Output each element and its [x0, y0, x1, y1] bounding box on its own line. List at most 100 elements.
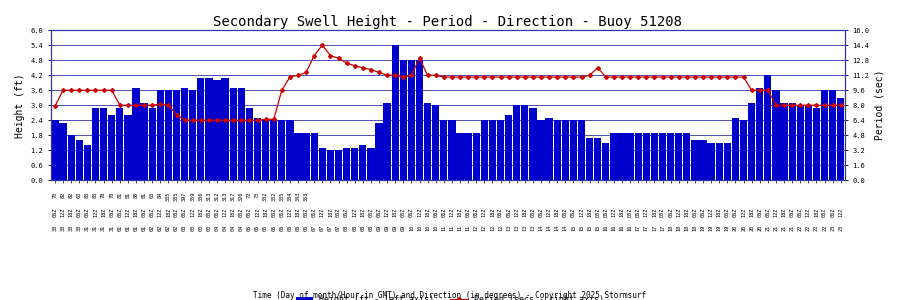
Text: 18Z: 18Z — [133, 208, 139, 218]
Text: 14: 14 — [538, 225, 544, 231]
Text: 00Z: 00Z — [336, 208, 341, 218]
Text: 18Z: 18Z — [166, 208, 171, 218]
Text: 332: 332 — [271, 191, 276, 201]
Text: 30: 30 — [52, 225, 58, 231]
Y-axis label: Period (sec): Period (sec) — [875, 70, 885, 140]
Text: 00Z: 00Z — [692, 208, 698, 218]
Text: 08: 08 — [352, 225, 357, 231]
Text: 00Z: 00Z — [822, 208, 827, 218]
Text: 397: 397 — [182, 191, 187, 201]
Bar — [716, 143, 723, 180]
Text: 06Z: 06Z — [214, 208, 220, 218]
Bar — [545, 118, 553, 180]
Bar — [724, 143, 731, 180]
Text: 81: 81 — [117, 191, 122, 198]
Bar — [497, 120, 504, 180]
Text: 23: 23 — [838, 225, 843, 231]
Bar — [643, 133, 650, 180]
Bar — [448, 120, 455, 180]
Text: 81: 81 — [141, 191, 147, 198]
Text: 00Z: 00Z — [206, 208, 211, 218]
Text: 12Z: 12Z — [255, 208, 260, 218]
Text: 00Z: 00Z — [271, 208, 276, 218]
Bar — [667, 133, 674, 180]
Bar — [294, 133, 302, 180]
Bar — [132, 88, 140, 180]
Text: Time (Day of month/Hour in GMT) and Direction (in degrees) - Copyright 2025 Stor: Time (Day of month/Hour in GMT) and Dire… — [254, 291, 646, 300]
Text: 22: 22 — [797, 225, 803, 231]
Bar — [594, 138, 601, 180]
Text: 72: 72 — [247, 191, 252, 198]
Text: 00Z: 00Z — [562, 208, 568, 218]
Text: 12Z: 12Z — [773, 208, 778, 218]
Text: 22: 22 — [814, 225, 819, 231]
Text: 11: 11 — [465, 225, 471, 231]
Text: 06Z: 06Z — [797, 208, 803, 218]
Text: 01: 01 — [133, 225, 139, 231]
Bar — [270, 120, 277, 180]
Text: 18Z: 18Z — [230, 208, 236, 218]
Text: 30: 30 — [68, 225, 74, 231]
Text: 31: 31 — [109, 225, 114, 231]
Text: 14: 14 — [546, 225, 552, 231]
Text: 12Z: 12Z — [546, 208, 552, 218]
Bar — [238, 88, 245, 180]
Text: 07: 07 — [311, 225, 317, 231]
Bar — [100, 108, 107, 180]
Text: 02: 02 — [158, 225, 163, 231]
Text: 19: 19 — [716, 225, 722, 231]
Text: 13: 13 — [514, 225, 519, 231]
Text: 31: 31 — [93, 225, 98, 231]
Text: 12Z: 12Z — [158, 208, 163, 218]
Bar — [440, 120, 447, 180]
Text: 12Z: 12Z — [60, 208, 66, 218]
Bar — [140, 103, 148, 180]
Text: 12Z: 12Z — [384, 208, 390, 218]
Bar — [554, 120, 561, 180]
Bar — [602, 143, 609, 180]
Bar — [813, 108, 820, 180]
Text: 18Z: 18Z — [68, 208, 74, 218]
Text: 13: 13 — [522, 225, 527, 231]
Text: 06Z: 06Z — [830, 208, 835, 218]
Text: 14: 14 — [554, 225, 560, 231]
Text: 03: 03 — [182, 225, 187, 231]
Text: 12Z: 12Z — [838, 208, 843, 218]
Text: 00Z: 00Z — [109, 208, 114, 218]
Bar — [756, 88, 763, 180]
Text: 06Z: 06Z — [376, 208, 382, 218]
Text: 12Z: 12Z — [320, 208, 325, 218]
Text: 05: 05 — [255, 225, 260, 231]
Text: 313: 313 — [206, 191, 211, 201]
Text: 10: 10 — [433, 225, 438, 231]
Bar — [699, 140, 707, 180]
Bar — [327, 150, 334, 180]
Bar — [562, 120, 569, 180]
Text: 05: 05 — [271, 225, 276, 231]
Text: 00Z: 00Z — [530, 208, 536, 218]
Text: 20: 20 — [757, 225, 762, 231]
Bar — [343, 148, 350, 180]
Text: 15: 15 — [579, 225, 584, 231]
Text: 20: 20 — [733, 225, 738, 231]
Text: 17: 17 — [644, 225, 649, 231]
Text: 312: 312 — [214, 191, 220, 201]
Bar — [116, 108, 123, 180]
Text: 02: 02 — [149, 225, 155, 231]
Text: 12Z: 12Z — [449, 208, 454, 218]
Text: 12Z: 12Z — [741, 208, 746, 218]
Text: 08: 08 — [360, 225, 365, 231]
Bar — [456, 133, 464, 180]
Text: 03: 03 — [198, 225, 203, 231]
Bar — [124, 115, 131, 180]
Text: 07: 07 — [336, 225, 341, 231]
Text: 18Z: 18Z — [716, 208, 722, 218]
Text: 78: 78 — [101, 191, 106, 198]
Text: 02: 02 — [166, 225, 171, 231]
Text: 73: 73 — [255, 191, 260, 198]
Text: 70: 70 — [52, 191, 58, 198]
Text: 18Z: 18Z — [490, 208, 495, 218]
Text: 07: 07 — [328, 225, 333, 231]
Text: 12Z: 12Z — [676, 208, 681, 218]
Text: 30: 30 — [76, 225, 82, 231]
